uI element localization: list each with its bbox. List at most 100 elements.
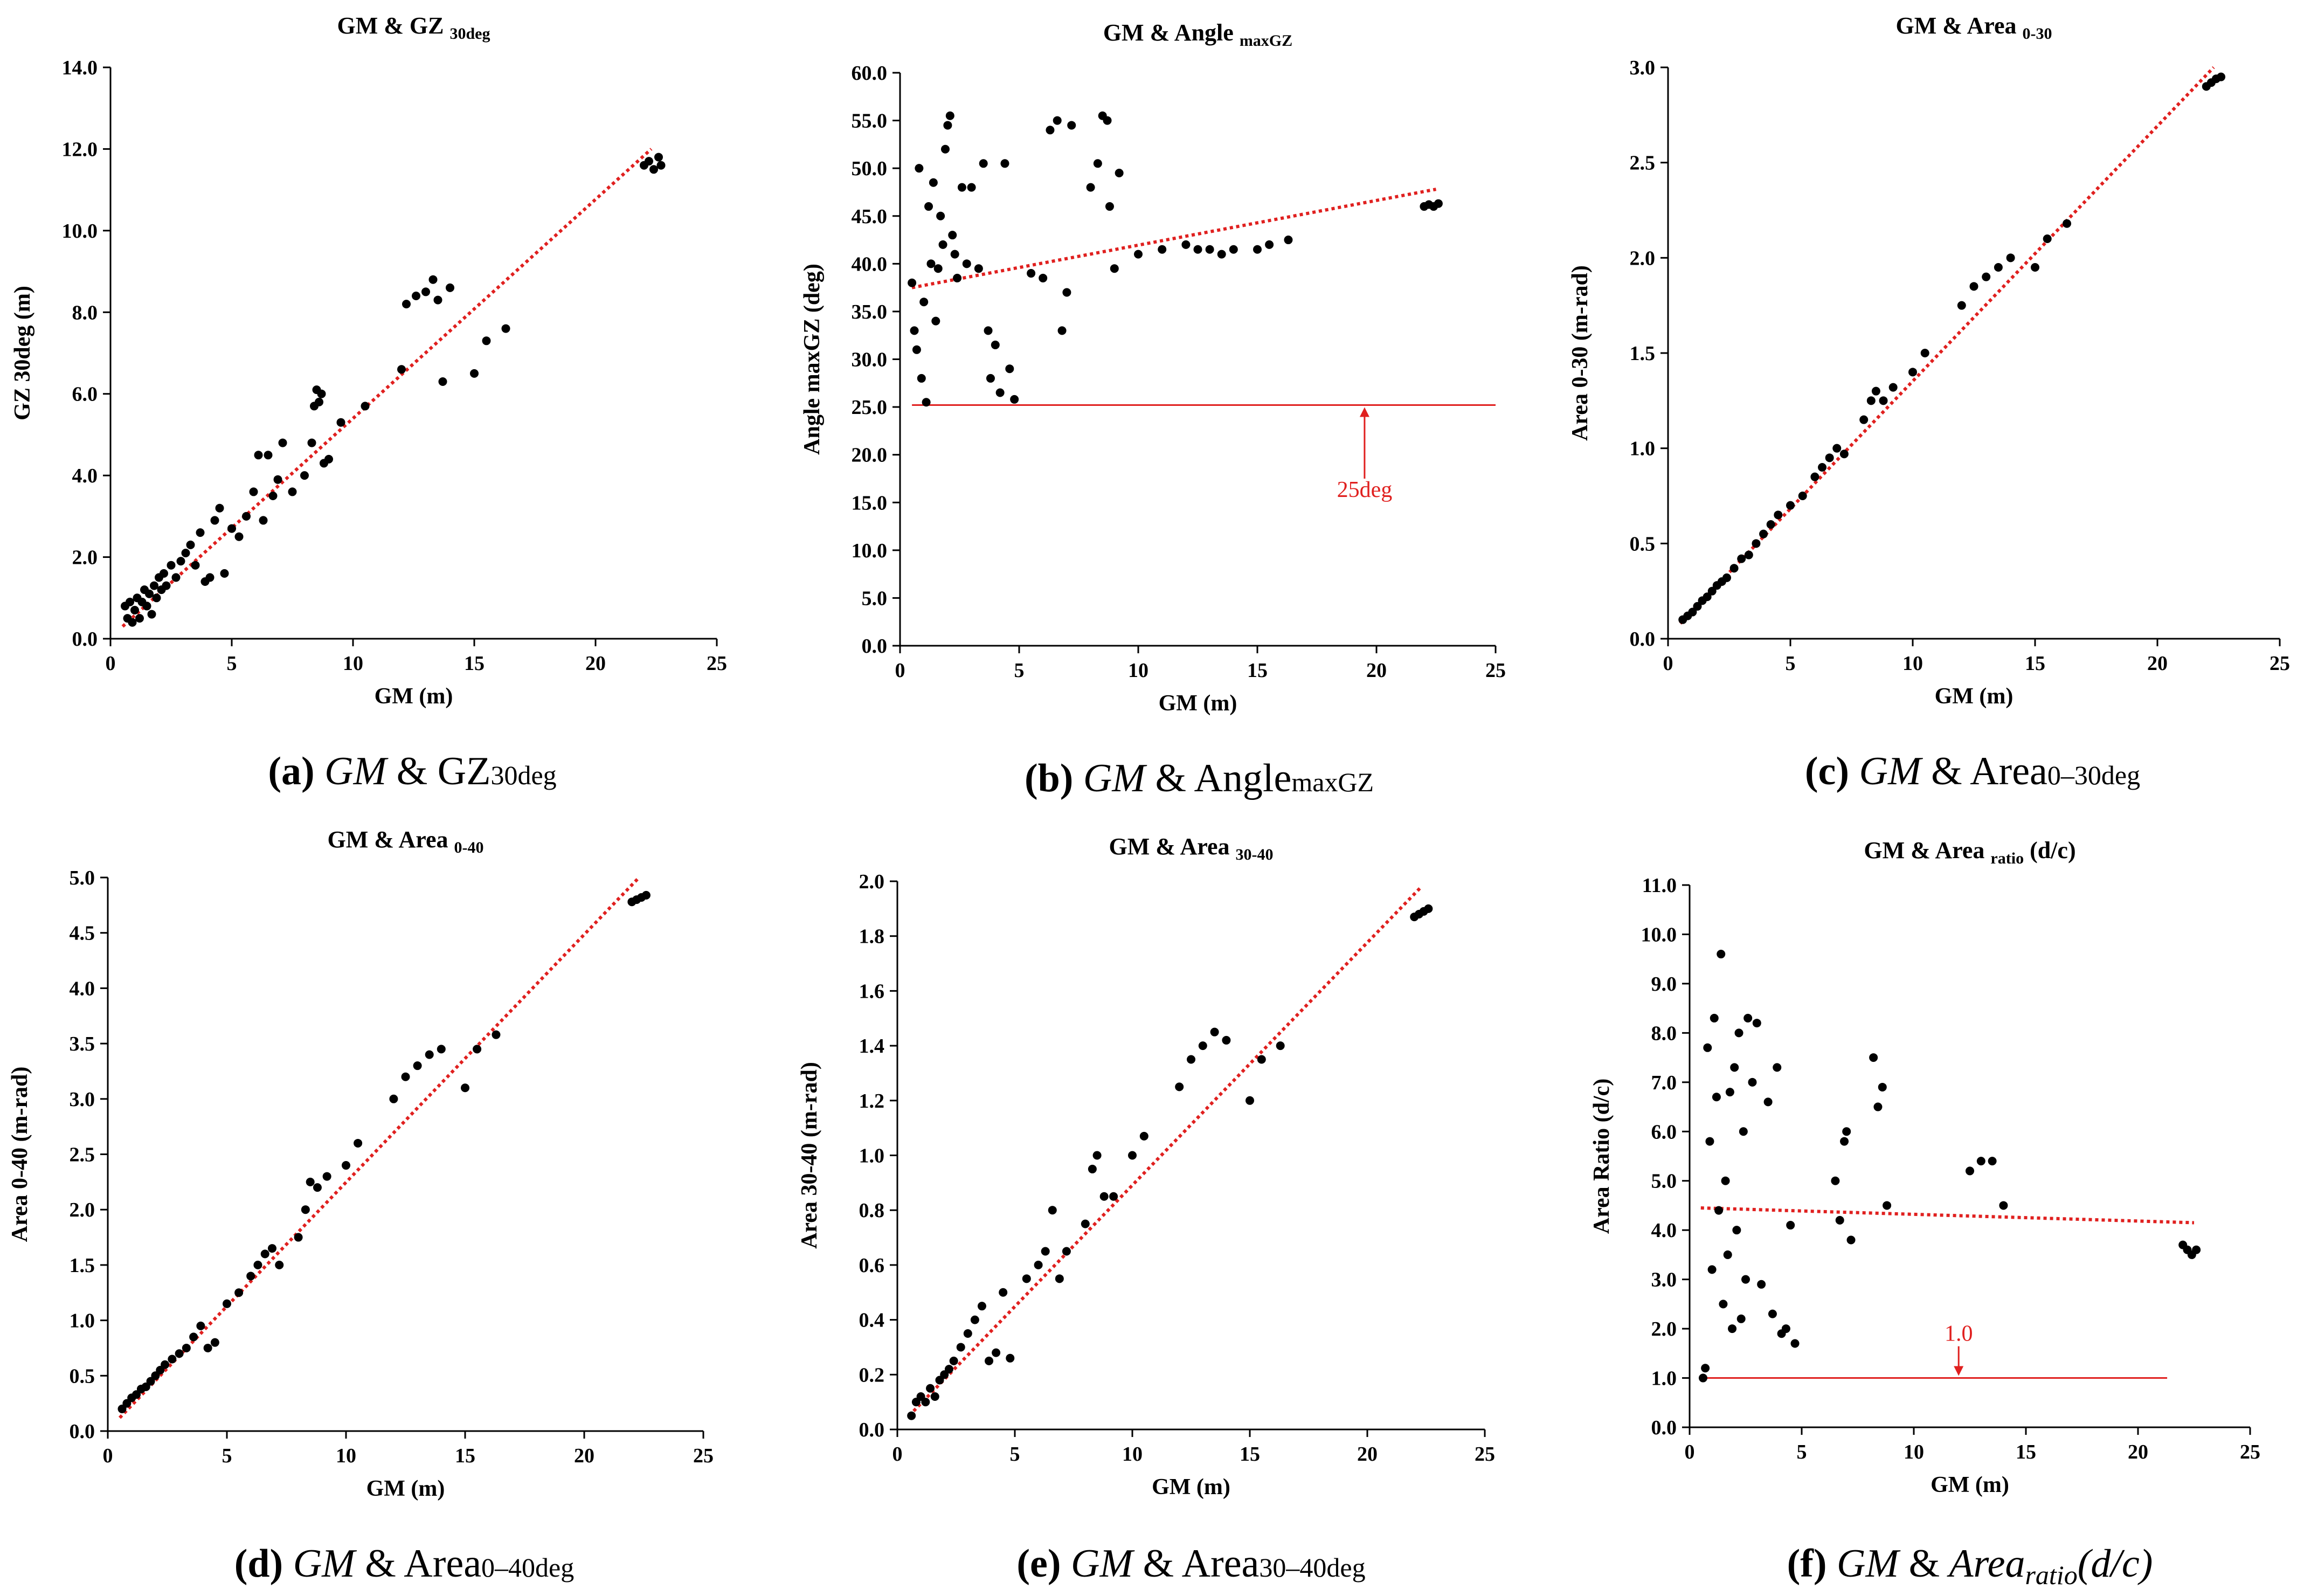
data-point [1810, 472, 1819, 481]
chart-title: GM & Area 0-40 [327, 826, 483, 856]
data-point [1048, 1206, 1057, 1215]
y-tick-label: 15.0 [852, 492, 888, 514]
data-point [1181, 240, 1191, 249]
data-point [999, 1288, 1008, 1297]
x-tick-label: 0 [895, 659, 905, 682]
data-point [1757, 1280, 1766, 1289]
data-point [1257, 1055, 1266, 1064]
data-point [210, 516, 219, 525]
data-point [1744, 550, 1753, 559]
data-point [963, 1329, 972, 1338]
data-point [437, 1045, 446, 1054]
y-tick-label: 1.0 [859, 1145, 885, 1167]
data-point [1728, 1324, 1737, 1334]
data-point [1873, 1102, 1883, 1111]
data-point [995, 388, 1005, 397]
data-point [1222, 1035, 1231, 1045]
data-point [446, 283, 454, 292]
data-point [196, 528, 205, 537]
y-tick-label: 4.0 [72, 465, 98, 487]
y-tick-label: 25.0 [852, 396, 888, 419]
data-point [967, 183, 976, 192]
data-point [275, 1260, 284, 1269]
x-tick-label: 15 [2025, 652, 2045, 675]
data-point [1092, 1151, 1102, 1160]
data-point [1055, 1274, 1064, 1283]
data-point [1798, 492, 1807, 500]
data-point [945, 111, 954, 120]
data-point [1752, 1019, 1761, 1028]
chart-title: GM & Area ratio (d/c) [1864, 837, 2075, 867]
data-point [433, 295, 442, 305]
data-point [246, 1272, 255, 1281]
x-tick-label: 20 [2147, 652, 2168, 675]
y-tick-label: 0.0 [862, 635, 888, 658]
data-point [1879, 396, 1888, 405]
data-point [1205, 245, 1214, 254]
data-point [1774, 510, 1783, 520]
data-point [1434, 199, 1443, 208]
chart-title: GM & GZ 30deg [337, 12, 490, 43]
data-point [1710, 1013, 1719, 1022]
data-point [1730, 1063, 1739, 1072]
data-point [1265, 240, 1274, 249]
data-point [354, 1138, 363, 1148]
data-point [1759, 529, 1768, 538]
data-point [234, 1288, 244, 1297]
data-point [1276, 1041, 1285, 1051]
data-point [649, 165, 658, 174]
data-point [1859, 415, 1869, 424]
data-point [150, 581, 158, 590]
y-tick-label: 0.5 [70, 1365, 95, 1387]
data-point [128, 618, 137, 627]
data-point [130, 606, 139, 614]
data-point [168, 1355, 177, 1364]
x-tick-label: 5 [222, 1445, 232, 1467]
y-tick-label: 7.0 [1651, 1072, 1677, 1094]
data-point [962, 259, 971, 268]
x-tick-label: 5 [1010, 1443, 1020, 1466]
caption-italic: GM [324, 749, 397, 793]
data-point [186, 540, 195, 549]
data-point [196, 1321, 205, 1330]
x-tick-label: 5 [1786, 652, 1796, 675]
data-point [210, 1338, 219, 1347]
data-point [1773, 1063, 1782, 1072]
chart-title-subscript: 0-30 [2023, 25, 2052, 43]
x-tick-label: 25 [1485, 659, 1506, 682]
data-point [1703, 1043, 1712, 1052]
x-tick-label: 10 [1128, 659, 1148, 682]
chart-title-main: GM & Angle [1103, 19, 1240, 46]
y-tick-label: 5.0 [70, 867, 95, 889]
x-axis-label: GM (m) [366, 1476, 445, 1501]
data-point [288, 487, 297, 496]
y-tick-label: 4.0 [70, 977, 95, 1000]
data-point [1976, 1157, 1985, 1166]
data-point [1957, 301, 1966, 310]
chart-caption: (f) GM & Arearatio(d/c) [1787, 1542, 2153, 1590]
y-tick-label: 45.0 [852, 205, 888, 228]
chart-title-main: GM & GZ [337, 12, 450, 39]
y-tick-label: 14.0 [62, 57, 98, 79]
trend-line [118, 876, 640, 1419]
y-tick-label: 11.0 [1642, 874, 1677, 897]
data-point [1198, 1041, 1207, 1051]
data-point [1229, 245, 1238, 254]
data-point [1999, 1201, 2008, 1210]
chart-caption: (c) GM & Area0–30deg [1805, 749, 2140, 793]
data-point [910, 326, 919, 335]
data-point [944, 1365, 953, 1374]
data-point [1768, 1309, 1777, 1318]
data-point [1714, 1206, 1724, 1215]
data-point [1701, 1364, 1710, 1373]
data-point [278, 438, 287, 447]
data-point [1969, 282, 1978, 291]
chart-title-main: GM & Area [327, 826, 454, 853]
data-point [1739, 1127, 1748, 1136]
data-point [242, 512, 251, 521]
x-tick-label: 5 [227, 652, 237, 675]
y-tick-label: 1.8 [859, 925, 885, 948]
data-point [428, 275, 438, 284]
data-point [1688, 607, 1697, 617]
data-point [2031, 263, 2039, 272]
